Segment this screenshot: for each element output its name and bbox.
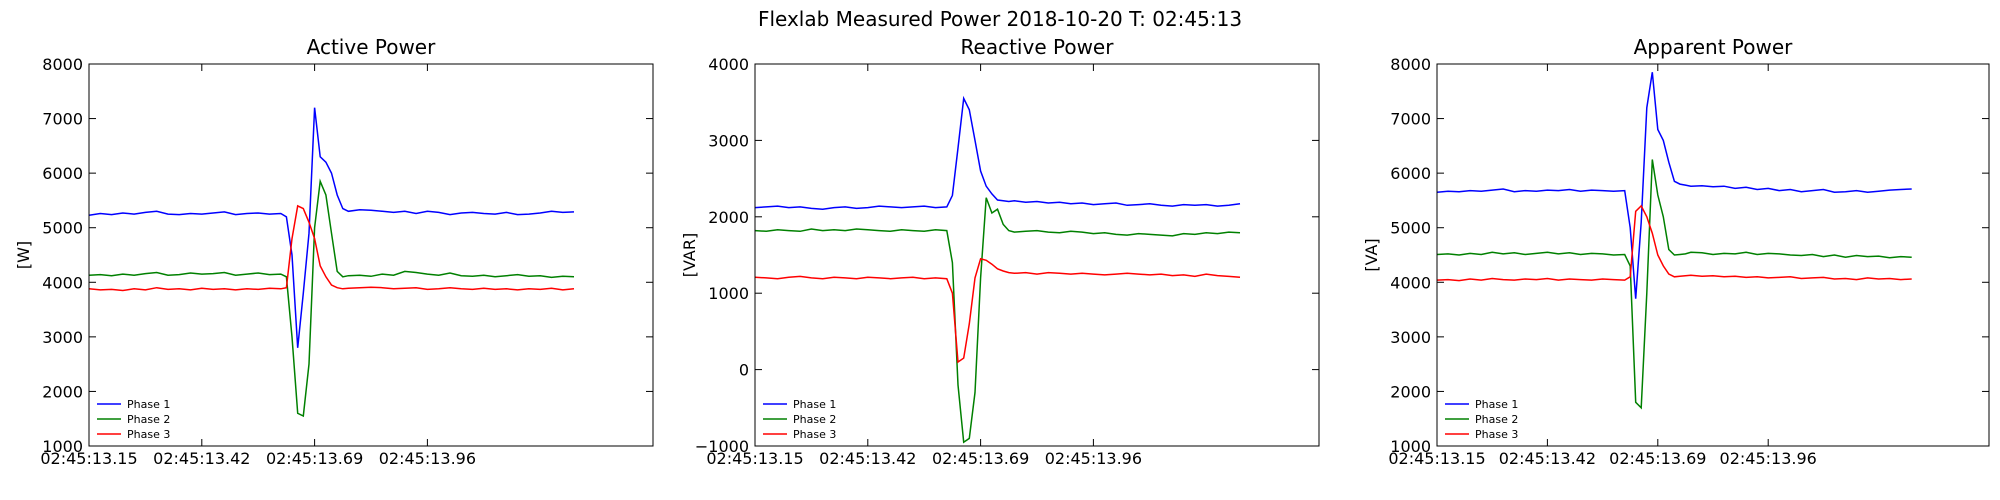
- x-tick-label: 02:45:13.15: [1388, 449, 1485, 468]
- y-tick-label: 8000: [1390, 55, 1431, 74]
- y-tick-label: 3000: [1390, 328, 1431, 347]
- y-axis-label: [W]: [14, 241, 33, 269]
- x-tick-label: 02:45:13.69: [932, 449, 1029, 468]
- x-tick-label: 02:45:13.96: [1045, 449, 1142, 468]
- x-tick-label: 02:45:13.96: [379, 449, 476, 468]
- figure-title: Flexlab Measured Power 2018-10-20 T: 02:…: [758, 7, 1242, 31]
- y-tick-label: 3000: [42, 328, 83, 347]
- x-tick-label: 02:45:13.15: [40, 449, 137, 468]
- legend: Phase 1 Phase 2 Phase 3: [1445, 398, 1518, 441]
- y-tick-label: 1000: [708, 284, 749, 303]
- legend-label: Phase 1: [1475, 398, 1518, 411]
- chart-title: Active Power: [307, 35, 436, 59]
- y-tick-label: 2000: [708, 208, 749, 227]
- y-tick-label: 0: [739, 361, 749, 380]
- y-tick-label: −1000: [695, 437, 749, 456]
- y-tick-label: 1000: [42, 437, 83, 456]
- y-tick-label: 1000: [1390, 437, 1431, 456]
- y-tick-label: 2000: [42, 382, 83, 401]
- series-line-phase-3: [89, 204, 575, 292]
- y-tick-label: 7000: [42, 110, 83, 129]
- legend-label: Phase 3: [127, 428, 170, 441]
- legend-label: Phase 2: [127, 413, 170, 426]
- x-tick-label: 02:45:13.69: [1609, 449, 1706, 468]
- y-tick-label: 5000: [42, 219, 83, 238]
- y-axis-label: [VA]: [1362, 238, 1381, 271]
- chart-title: Apparent Power: [1634, 35, 1794, 59]
- legend-label: Phase 3: [1475, 428, 1518, 441]
- legend: Phase 1 Phase 2 Phase 3: [763, 398, 836, 441]
- plot-frame: [88, 63, 654, 447]
- x-tick-label: 02:45:13.42: [819, 449, 916, 468]
- y-tick-label: 6000: [1390, 164, 1431, 183]
- chart-panel-1: Active Power 1000 2000 3000 4000 5000 6000 7000…: [14, 35, 654, 468]
- x-tick-label: 02:45:13.96: [1720, 449, 1817, 468]
- legend-label: Phase 2: [793, 413, 836, 426]
- y-axis-label: [VAR]: [680, 233, 699, 277]
- chart-panel-3: Apparent Power 1000 2000 3000 4000 5000 6000 70…: [1362, 35, 1990, 468]
- x-tick-label: 02:45:13.42: [1499, 449, 1596, 468]
- y-tick-label: 3000: [708, 131, 749, 150]
- plot-frame: [1436, 63, 1990, 447]
- chart-panels: Active Power 1000 2000 3000 4000 5000 6000 7000…: [14, 35, 1990, 468]
- y-tick-label: 4000: [1390, 273, 1431, 292]
- series-line-phase-1: [1437, 72, 1912, 299]
- y-tick-label: 4000: [42, 273, 83, 292]
- y-tick-label: 4000: [708, 55, 749, 74]
- y-tick-label: 7000: [1390, 110, 1431, 129]
- legend: Phase 1 Phase 2 Phase 3: [97, 398, 170, 441]
- y-tick-label: 6000: [42, 164, 83, 183]
- x-tick-label: 02:45:13.15: [706, 449, 803, 468]
- series-line-phase-1: [89, 107, 575, 348]
- series-line-phase-1: [755, 95, 1241, 210]
- series-line-phase-2: [755, 197, 1241, 444]
- y-tick-label: 2000: [1390, 382, 1431, 401]
- series-line-phase-3: [755, 257, 1241, 364]
- x-tick-label: 02:45:13.42: [153, 449, 250, 468]
- x-tick-label: 02:45:13.69: [266, 449, 363, 468]
- legend-label: Phase 1: [793, 398, 836, 411]
- plot-frame: [754, 63, 1320, 447]
- series-line-phase-2: [89, 178, 575, 418]
- series-line-phase-3: [1437, 204, 1912, 282]
- chart-title: Reactive Power: [961, 35, 1115, 59]
- legend-label: Phase 1: [127, 398, 170, 411]
- legend-label: Phase 2: [1475, 413, 1518, 426]
- chart-panel-2: Reactive Power −1000 0 1000 2000 3000 4000 02:4…: [680, 35, 1320, 468]
- y-tick-label: 8000: [42, 55, 83, 74]
- y-tick-label: 5000: [1390, 219, 1431, 238]
- series-line-phase-2: [1437, 159, 1912, 410]
- legend-label: Phase 3: [793, 428, 836, 441]
